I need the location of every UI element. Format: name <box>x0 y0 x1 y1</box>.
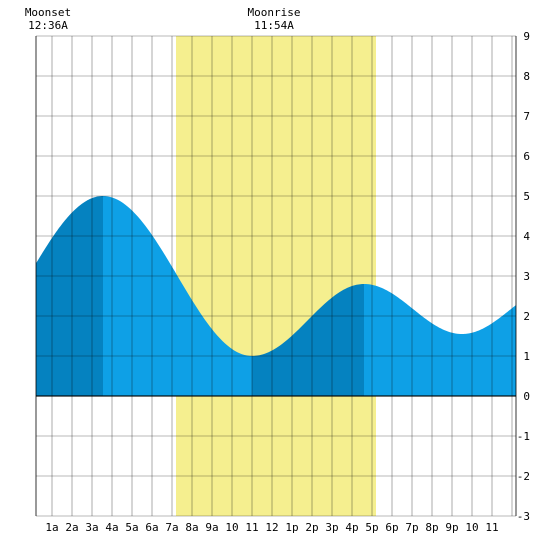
tide-area-layer <box>36 196 516 396</box>
x-tick-label: 5p <box>365 521 378 534</box>
x-tick-label: 2p <box>305 521 318 534</box>
x-tick-label: 3p <box>325 521 338 534</box>
x-tick-label: 5a <box>125 521 138 534</box>
x-tick-label: 6p <box>385 521 398 534</box>
tide-segment <box>103 196 252 396</box>
y-tick-label: 0 <box>523 390 530 403</box>
x-tick-label: 6a <box>145 521 158 534</box>
y-tick-label: 6 <box>523 150 530 163</box>
x-tick-label: 4p <box>345 521 358 534</box>
tide-segment <box>252 284 364 396</box>
moon-event-title: Moonset <box>25 6 71 19</box>
x-tick-label: 7a <box>165 521 178 534</box>
x-tick-label: 8p <box>425 521 438 534</box>
x-tick-label: 11 <box>485 521 498 534</box>
x-tick-label: 4a <box>105 521 118 534</box>
grid-layer <box>35 35 517 517</box>
tide-segment <box>364 284 462 396</box>
y-tick-label: 4 <box>523 230 530 243</box>
y-tick-label: 1 <box>523 350 530 363</box>
moon-event-title: Moonrise <box>248 6 301 19</box>
x-tick-labels: 1a 2a 3a 4a 5a 6a 7a 8a 9a 10 11 12 1p 2p 3p 4p 5p 6p 7p 8p… <box>45 521 498 534</box>
y-tick-labels: 9 8 7 6 5 4 3 2 1 0 -1 -2 -3 <box>517 30 531 523</box>
x-tick-label: 9p <box>445 521 458 534</box>
y-tick-label: 7 <box>523 110 530 123</box>
moon-event-time: 12:36A <box>28 19 68 32</box>
tide-segment <box>36 196 103 396</box>
y-tick-label: 3 <box>523 270 530 283</box>
y-tick-label: -1 <box>517 430 530 443</box>
x-tick-label: 9a <box>205 521 218 534</box>
tide-segment <box>462 305 516 396</box>
x-tick-label: 11 <box>245 521 258 534</box>
x-tick-label: 8a <box>185 521 198 534</box>
x-tick-label: 10 <box>225 521 238 534</box>
x-tick-label: 7p <box>405 521 418 534</box>
x-tick-label: 3a <box>85 521 98 534</box>
x-tick-label: 1a <box>45 521 58 534</box>
y-tick-label: 9 <box>523 30 530 43</box>
moon-event-time: 11:54A <box>254 19 294 32</box>
y-tick-label: 2 <box>523 310 530 323</box>
x-tick-label: 10 <box>465 521 478 534</box>
x-tick-label: 2a <box>65 521 78 534</box>
x-tick-label: 12 <box>265 521 278 534</box>
y-tick-label: 8 <box>523 70 530 83</box>
x-tick-label: 1p <box>285 521 298 534</box>
y-tick-label: -3 <box>517 510 530 523</box>
y-tick-label: 5 <box>523 190 530 203</box>
y-tick-label: -2 <box>517 470 530 483</box>
